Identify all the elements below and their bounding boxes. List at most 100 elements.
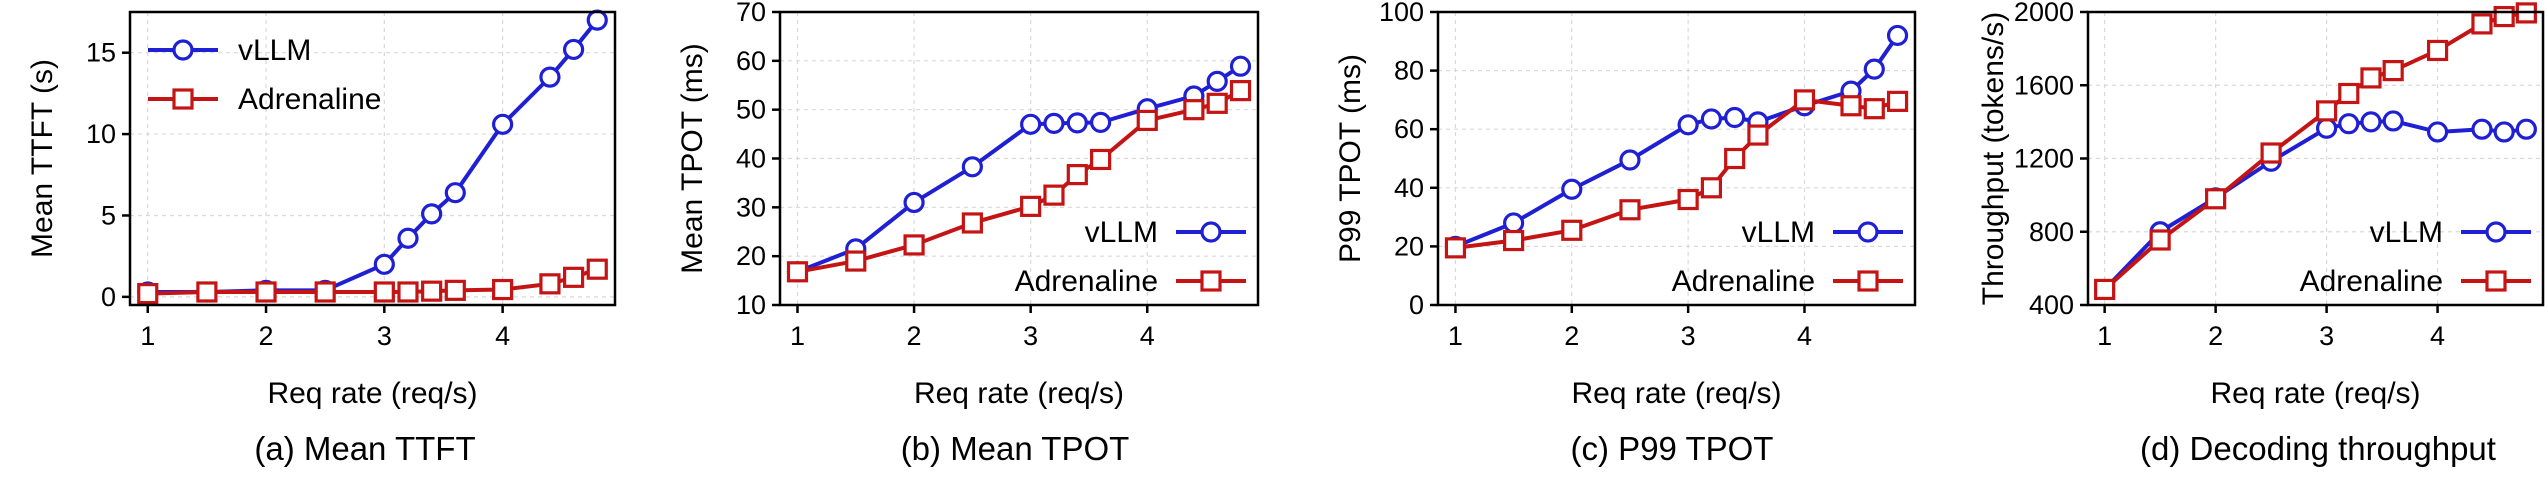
data-point-adrenaline bbox=[2149, 229, 2171, 251]
data-point-vllm bbox=[1677, 114, 1699, 136]
legend-marker-adrenaline bbox=[1200, 270, 1222, 292]
data-point-vllm bbox=[1561, 178, 1583, 200]
y-axis-label: P99 TPOT (ms) bbox=[1334, 54, 1367, 263]
data-point-adrenaline bbox=[1793, 89, 1816, 111]
data-point-vllm bbox=[2315, 117, 2338, 139]
x-tick-label: 1 bbox=[140, 321, 155, 351]
data-point-vllm bbox=[1020, 113, 1042, 135]
data-point-adrenaline bbox=[255, 281, 277, 303]
data-point-vllm bbox=[961, 156, 983, 178]
legend-marker-vllm bbox=[2485, 221, 2507, 243]
data-point-vllm bbox=[421, 203, 443, 225]
y-tick-label: 60 bbox=[1394, 114, 1424, 144]
data-point-adrenaline bbox=[845, 250, 867, 272]
plot-frame bbox=[1436, 10, 1917, 307]
legend: vLLM Adrenaline bbox=[2300, 216, 2531, 298]
y-tick-label: 5 bbox=[101, 200, 116, 230]
data-point-adrenaline bbox=[586, 258, 608, 280]
data-point-adrenaline bbox=[903, 234, 925, 256]
x-tick-label: 2 bbox=[259, 321, 274, 351]
y-axis-label: Throughput (tokens/s) bbox=[1977, 12, 2010, 305]
data-point-adrenaline bbox=[1724, 147, 1746, 170]
y-axis-label: Mean TPOT (ms) bbox=[676, 43, 709, 274]
legend-label-vllm: vLLM bbox=[1085, 216, 1158, 249]
data-point-adrenaline bbox=[1840, 95, 1862, 117]
data-point-adrenaline bbox=[1206, 92, 1228, 114]
x-tick-label: 4 bbox=[495, 321, 510, 351]
legend-label-vllm: vLLM bbox=[2370, 216, 2443, 249]
x-tick-label: 3 bbox=[1681, 321, 1696, 351]
data-point-adrenaline bbox=[1444, 237, 1467, 259]
x-axis-label: Req rate (req/s) bbox=[914, 377, 1124, 410]
data-point-vllm bbox=[373, 253, 395, 275]
x-tick-label: 1 bbox=[1448, 321, 1463, 351]
data-point-adrenaline bbox=[1229, 80, 1252, 102]
x-tick-label: 3 bbox=[2319, 321, 2334, 351]
legend-marker-vllm bbox=[172, 39, 194, 61]
y-tick-label: 800 bbox=[2029, 217, 2074, 247]
legend-marker-adrenaline bbox=[1857, 270, 1879, 292]
data-point-adrenaline bbox=[1747, 124, 1769, 146]
legend-marker-adrenaline bbox=[2485, 270, 2507, 292]
data-point-vllm bbox=[1886, 24, 1909, 47]
data-point-adrenaline bbox=[421, 280, 443, 302]
data-point-adrenaline bbox=[2471, 13, 2493, 35]
data-point-adrenaline bbox=[1183, 99, 1205, 121]
y-tick-label: 80 bbox=[1394, 56, 1424, 86]
legend-label-vllm: vLLM bbox=[238, 34, 311, 67]
plot-frame bbox=[128, 10, 617, 307]
y-tick-label: 2000 bbox=[2014, 0, 2074, 27]
panel-caption: (a) Mean TTFT bbox=[254, 430, 475, 467]
panel-caption: (c) P99 TPOT bbox=[1571, 430, 1774, 467]
data-point-adrenaline bbox=[1886, 90, 1909, 112]
y-tick-label: 60 bbox=[736, 46, 766, 76]
legend-label-adrenaline: Adrenaline bbox=[2300, 265, 2443, 298]
data-point-adrenaline bbox=[1020, 195, 1042, 217]
y-axis-label: Mean TTFT (s) bbox=[26, 59, 59, 258]
legend: vLLM Adrenaline bbox=[148, 34, 381, 116]
y-tick-label: 0 bbox=[1409, 290, 1424, 320]
x-tick-label: 4 bbox=[1140, 321, 1155, 351]
x-tick-label: 4 bbox=[2430, 321, 2445, 351]
x-tick-label: 2 bbox=[1564, 321, 1579, 351]
data-point-adrenaline bbox=[2094, 278, 2116, 301]
data-point-adrenaline bbox=[196, 281, 218, 303]
data-point-vllm bbox=[586, 9, 608, 31]
series-line-vllm bbox=[1454, 34, 1900, 249]
y-tick-label: 0 bbox=[101, 282, 116, 312]
data-point-adrenaline bbox=[961, 212, 983, 234]
data-point-adrenaline bbox=[1700, 177, 1723, 199]
data-point-adrenaline bbox=[786, 261, 809, 283]
x-tick-label: 2 bbox=[907, 321, 922, 351]
y-tick-label: 1200 bbox=[2014, 144, 2074, 174]
data-point-vllm bbox=[1229, 55, 1252, 77]
data-point-adrenaline bbox=[1136, 109, 1158, 132]
x-tick-label: 3 bbox=[377, 321, 392, 351]
data-point-adrenaline bbox=[2382, 59, 2404, 82]
y-tick-label: 30 bbox=[736, 192, 766, 222]
data-point-adrenaline bbox=[2360, 67, 2382, 89]
x-axis-label: Req rate (req/s) bbox=[1571, 377, 1781, 410]
legend: vLLM Adrenaline bbox=[1015, 216, 1246, 298]
x-tick-label: 4 bbox=[1797, 321, 1812, 351]
y-tick-label: 400 bbox=[2029, 290, 2074, 320]
data-point-vllm bbox=[2493, 121, 2515, 143]
data-point-adrenaline bbox=[444, 279, 466, 301]
y-tick-label: 15 bbox=[86, 38, 116, 68]
data-point-adrenaline bbox=[373, 281, 395, 303]
data-point-vllm bbox=[1043, 112, 1065, 134]
data-point-adrenaline bbox=[2205, 188, 2227, 210]
data-point-adrenaline bbox=[1090, 148, 1112, 171]
y-tick-label: 20 bbox=[1394, 231, 1424, 261]
legend-label-adrenaline: Adrenaline bbox=[1015, 265, 1158, 298]
y-tick-label: 70 bbox=[736, 0, 766, 27]
x-axis-label: Req rate (req/s) bbox=[267, 377, 477, 410]
data-point-vllm bbox=[1619, 149, 1641, 171]
data-point-vllm bbox=[1090, 111, 1112, 133]
data-point-vllm bbox=[2515, 118, 2537, 140]
data-point-vllm bbox=[2338, 113, 2360, 135]
y-tick-label: 10 bbox=[86, 119, 116, 149]
data-point-adrenaline bbox=[1043, 184, 1065, 206]
data-point-vllm bbox=[1700, 108, 1723, 130]
